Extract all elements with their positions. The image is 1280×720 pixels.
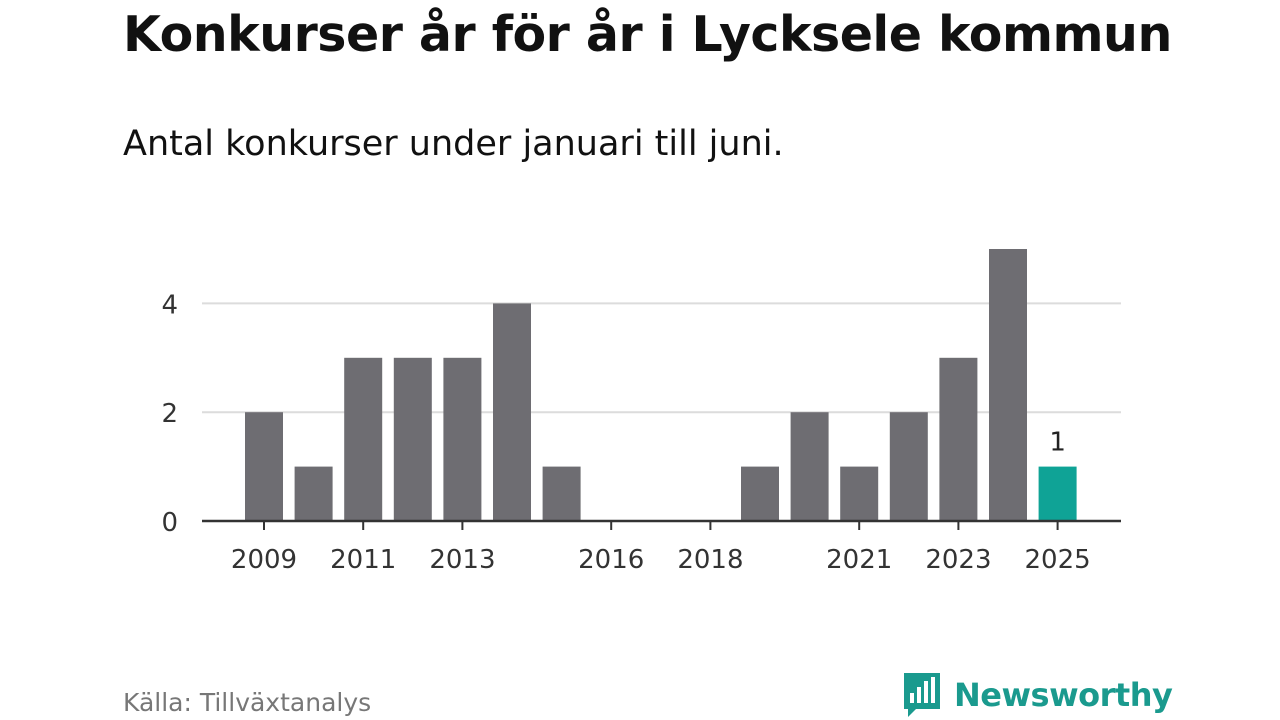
bar-2024 <box>989 249 1027 521</box>
brand-name: Newsworthy <box>954 676 1173 714</box>
x-tick-label: 2011 <box>330 545 396 575</box>
y-tick-label: 2 <box>161 399 178 429</box>
x-tick-label: 2016 <box>578 545 644 575</box>
data-label: 1 <box>1049 428 1066 458</box>
y-tick-label: 0 <box>161 508 178 538</box>
bars <box>245 249 1077 521</box>
bar-2015 <box>542 466 581 521</box>
bar-2010 <box>294 466 333 521</box>
bar-2011 <box>344 357 383 521</box>
grid-lines <box>202 302 1121 414</box>
bar-2013 <box>443 357 482 521</box>
tick-labels: 0 2 4 1 2009 2011 2013 2016 2018 2021 2023 2025 <box>161 290 1090 575</box>
x-tick-label: 2025 <box>1025 545 1091 575</box>
bar-2025 <box>1038 466 1077 521</box>
bar-2012 <box>393 357 432 521</box>
bar-chart: 0 2 4 1 2009 2011 2013 2016 2018 2021 2023 2025 <box>161 249 1121 575</box>
x-tick-label: 2023 <box>925 545 991 575</box>
bar-2022 <box>889 412 928 521</box>
bar-2021 <box>840 466 879 521</box>
y-tick-label: 4 <box>161 290 178 320</box>
axes <box>202 519 1121 530</box>
brand-logo: Newsworthy <box>902 670 1173 720</box>
bar-2019 <box>741 466 779 521</box>
chart-title: Konkurser år för år i Lycksele kommun <box>123 6 1172 63</box>
source-note: Källa: Tillväxtanalys <box>123 688 372 717</box>
bar-2020 <box>790 412 829 521</box>
x-tick-label: 2018 <box>677 545 743 575</box>
bar-2009 <box>245 412 283 521</box>
x-tick-label: 2009 <box>231 545 297 575</box>
bar-2014 <box>493 303 531 521</box>
x-tick-label: 2013 <box>429 545 495 575</box>
bar-chart-speech-bubble-icon <box>904 673 940 717</box>
x-tick-label: 2021 <box>826 545 892 575</box>
bar-2023 <box>939 357 978 521</box>
chart-subtitle: Antal konkurser under januari till juni. <box>123 124 784 164</box>
